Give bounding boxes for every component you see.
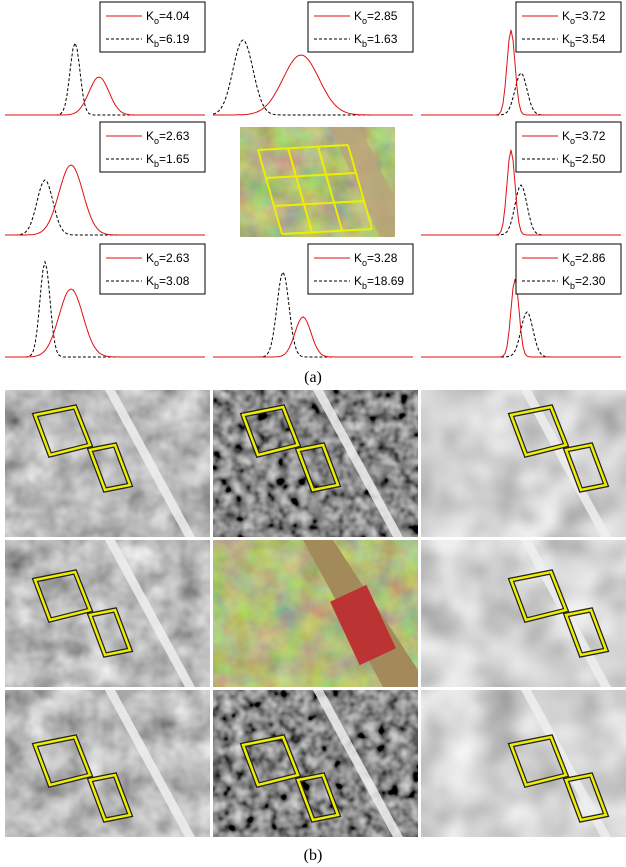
caption-b: (b): [304, 847, 323, 864]
legend-symbol: K: [354, 9, 362, 23]
legend-value: =2.86: [575, 251, 606, 265]
legend-symbol: K: [562, 251, 570, 265]
red-curve: [5, 77, 205, 115]
dashed-curve: [421, 185, 621, 235]
legend-value: =3.28: [367, 251, 398, 265]
legend-symbol: K: [354, 32, 362, 46]
figure: (a) (b) Ko=4.04Kb=6.19Ko=2.85Kb=1.63Ko=3…: [0, 0, 626, 867]
red-curve: [213, 317, 413, 357]
legend-value: =1.63: [367, 32, 398, 46]
legend-value: =2.63: [159, 129, 190, 143]
dashed-curve: [421, 73, 621, 115]
legend-value: =1.65: [159, 152, 190, 166]
legend-symbol: K: [146, 32, 154, 46]
legend-symbol: K: [562, 9, 570, 23]
legend-symbol: K: [354, 274, 362, 288]
dashed-curve: [5, 180, 205, 235]
legend-value: =2.63: [159, 251, 190, 265]
red-curve: [5, 165, 205, 235]
red-curve: [213, 55, 413, 115]
legend-value: =3.72: [575, 9, 606, 23]
caption-a: (a): [304, 369, 322, 386]
legend-value: =3.54: [575, 32, 606, 46]
legend-value: =2.50: [575, 152, 606, 166]
legend-value: =3.08: [159, 274, 190, 288]
legend-symbol: K: [146, 152, 154, 166]
legend-value: =2.85: [367, 9, 398, 23]
legend-value: =2.30: [575, 274, 606, 288]
legend-symbol: K: [562, 152, 570, 166]
legend-symbol: K: [562, 32, 570, 46]
legend-value: =6.19: [159, 32, 190, 46]
legend-value: =4.04: [159, 9, 190, 23]
legend-value: =18.69: [367, 274, 404, 288]
dashed-curve: [5, 43, 205, 115]
legend-symbol: K: [354, 251, 362, 265]
legend-value: =3.72: [575, 129, 606, 143]
legend-symbol: K: [562, 274, 570, 288]
red-curve: [5, 289, 205, 357]
legend-symbol: K: [146, 251, 154, 265]
legend-symbol: K: [146, 9, 154, 23]
legend-symbol: K: [146, 274, 154, 288]
legend-symbol: K: [146, 129, 154, 143]
legend-symbol: K: [562, 129, 570, 143]
